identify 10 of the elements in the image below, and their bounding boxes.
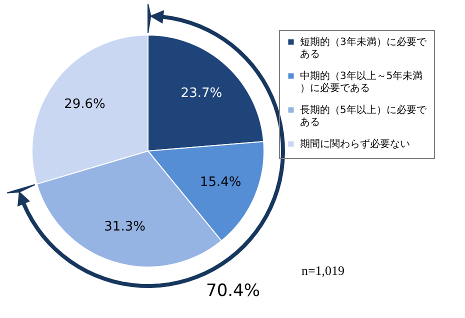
text: 70.4%	[206, 281, 260, 301]
data-label: 23.7%	[180, 86, 222, 101]
data-label: 15.4%	[200, 174, 242, 190]
data-label: 31.3%	[104, 219, 146, 234]
legend-label: 中期的（3年以上～5年未満）に必要である	[300, 70, 423, 94]
data-label: 29.6%	[64, 96, 106, 112]
legend-label: 短期的（3年未満）に必要である	[300, 36, 428, 60]
legend-label: 期間に関わらず必要ない	[300, 138, 410, 150]
legend-label: 長期的（5年以上）に必要である	[300, 104, 428, 128]
text: n=1,019	[301, 263, 345, 278]
